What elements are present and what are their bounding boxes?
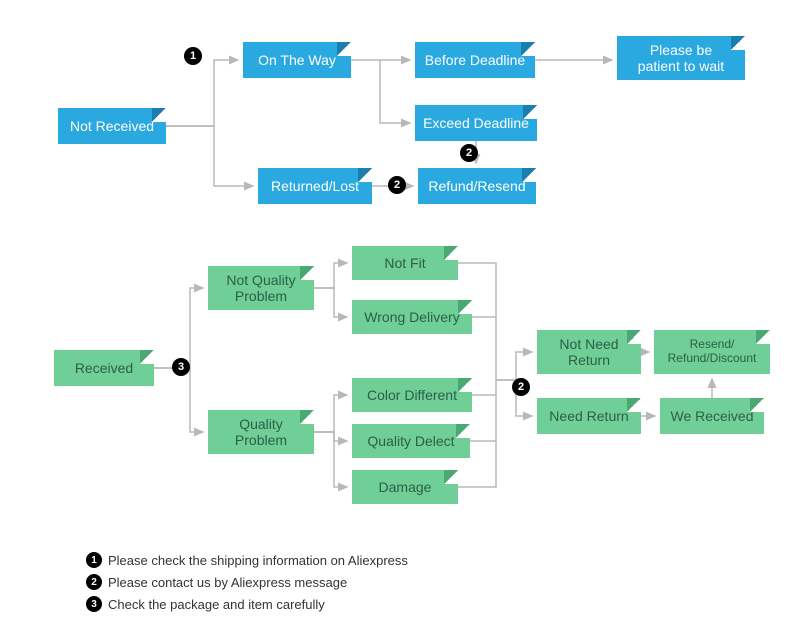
badge-2-4: 2 xyxy=(512,378,530,396)
fold-corner-icon xyxy=(522,168,536,182)
edge-13 xyxy=(314,432,347,487)
node-not-received: Not Received xyxy=(58,108,166,144)
badge-3-3: 3 xyxy=(172,358,190,376)
legend-text: Check the package and item carefully xyxy=(108,597,325,612)
edge-3 xyxy=(380,60,410,123)
fold-corner-icon xyxy=(152,108,166,122)
fold-corner-icon xyxy=(750,398,764,412)
node-damage: Damage xyxy=(352,470,458,504)
legend-badge-icon: 2 xyxy=(86,574,102,590)
node-received: Received xyxy=(54,350,154,386)
fold-corner-icon xyxy=(444,246,458,260)
node-quality: QualityProblem xyxy=(208,410,314,454)
legend-text: Please check the shipping information on… xyxy=(108,553,408,568)
node-color-different: Color Different xyxy=(352,378,472,412)
legend-item-1: 1 Please check the shipping information o… xyxy=(86,552,408,568)
edge-11 xyxy=(314,395,347,432)
fold-corner-icon xyxy=(523,105,537,119)
edge-7 xyxy=(154,288,203,368)
node-before-deadline: Before Deadline xyxy=(415,42,535,78)
node-refund-resend: Refund/Resend xyxy=(418,168,536,204)
edge-0 xyxy=(166,60,238,126)
fold-corner-icon xyxy=(627,330,641,344)
edge-9 xyxy=(314,263,347,288)
legend-item-2: 2 Please contact us by Aliexpress message xyxy=(86,574,347,590)
fold-corner-icon xyxy=(756,330,770,344)
node-returned-lost: Returned/Lost xyxy=(258,168,372,204)
legend-badge-icon: 1 xyxy=(86,552,102,568)
fold-corner-icon xyxy=(731,36,745,50)
node-please-wait: Please bepatient to wait xyxy=(617,36,745,80)
legend-badge-icon: 3 xyxy=(86,596,102,612)
fold-corner-icon xyxy=(456,424,470,438)
edge-12 xyxy=(314,432,347,441)
node-quality-delect: Quality Delect xyxy=(352,424,470,458)
fold-corner-icon xyxy=(140,350,154,364)
edge-19 xyxy=(496,352,532,380)
fold-corner-icon xyxy=(458,378,472,392)
node-not-need-return: Not NeedReturn xyxy=(537,330,641,374)
fold-corner-icon xyxy=(358,168,372,182)
node-need-return: Need Return xyxy=(537,398,641,434)
fold-corner-icon xyxy=(521,42,535,56)
node-exceed-deadline: Exceed Deadline xyxy=(415,105,537,141)
node-we-received: We Received xyxy=(660,398,764,434)
node-wrong-delivery: Wrong Delivery xyxy=(352,300,472,334)
node-on-the-way: On The Way xyxy=(243,42,351,78)
node-resend-refund: Resend/Refund/Discount xyxy=(654,330,770,374)
legend-item-3: 3 Check the package and item carefully xyxy=(86,596,325,612)
fold-corner-icon xyxy=(627,398,641,412)
badge-2-2: 2 xyxy=(460,144,478,162)
node-not-quality: Not QualityProblem xyxy=(208,266,314,310)
fold-corner-icon xyxy=(300,410,314,424)
edge-8 xyxy=(154,368,203,432)
edge-1 xyxy=(166,126,253,186)
fold-corner-icon xyxy=(300,266,314,280)
edge-10 xyxy=(314,288,347,317)
fold-corner-icon xyxy=(337,42,351,56)
legend-text: Please contact us by Aliexpress message xyxy=(108,575,347,590)
fold-corner-icon xyxy=(458,300,472,314)
fold-corner-icon xyxy=(444,470,458,484)
badge-2-1: 2 xyxy=(388,176,406,194)
node-not-fit: Not Fit xyxy=(352,246,458,280)
badge-1-0: 1 xyxy=(184,47,202,65)
